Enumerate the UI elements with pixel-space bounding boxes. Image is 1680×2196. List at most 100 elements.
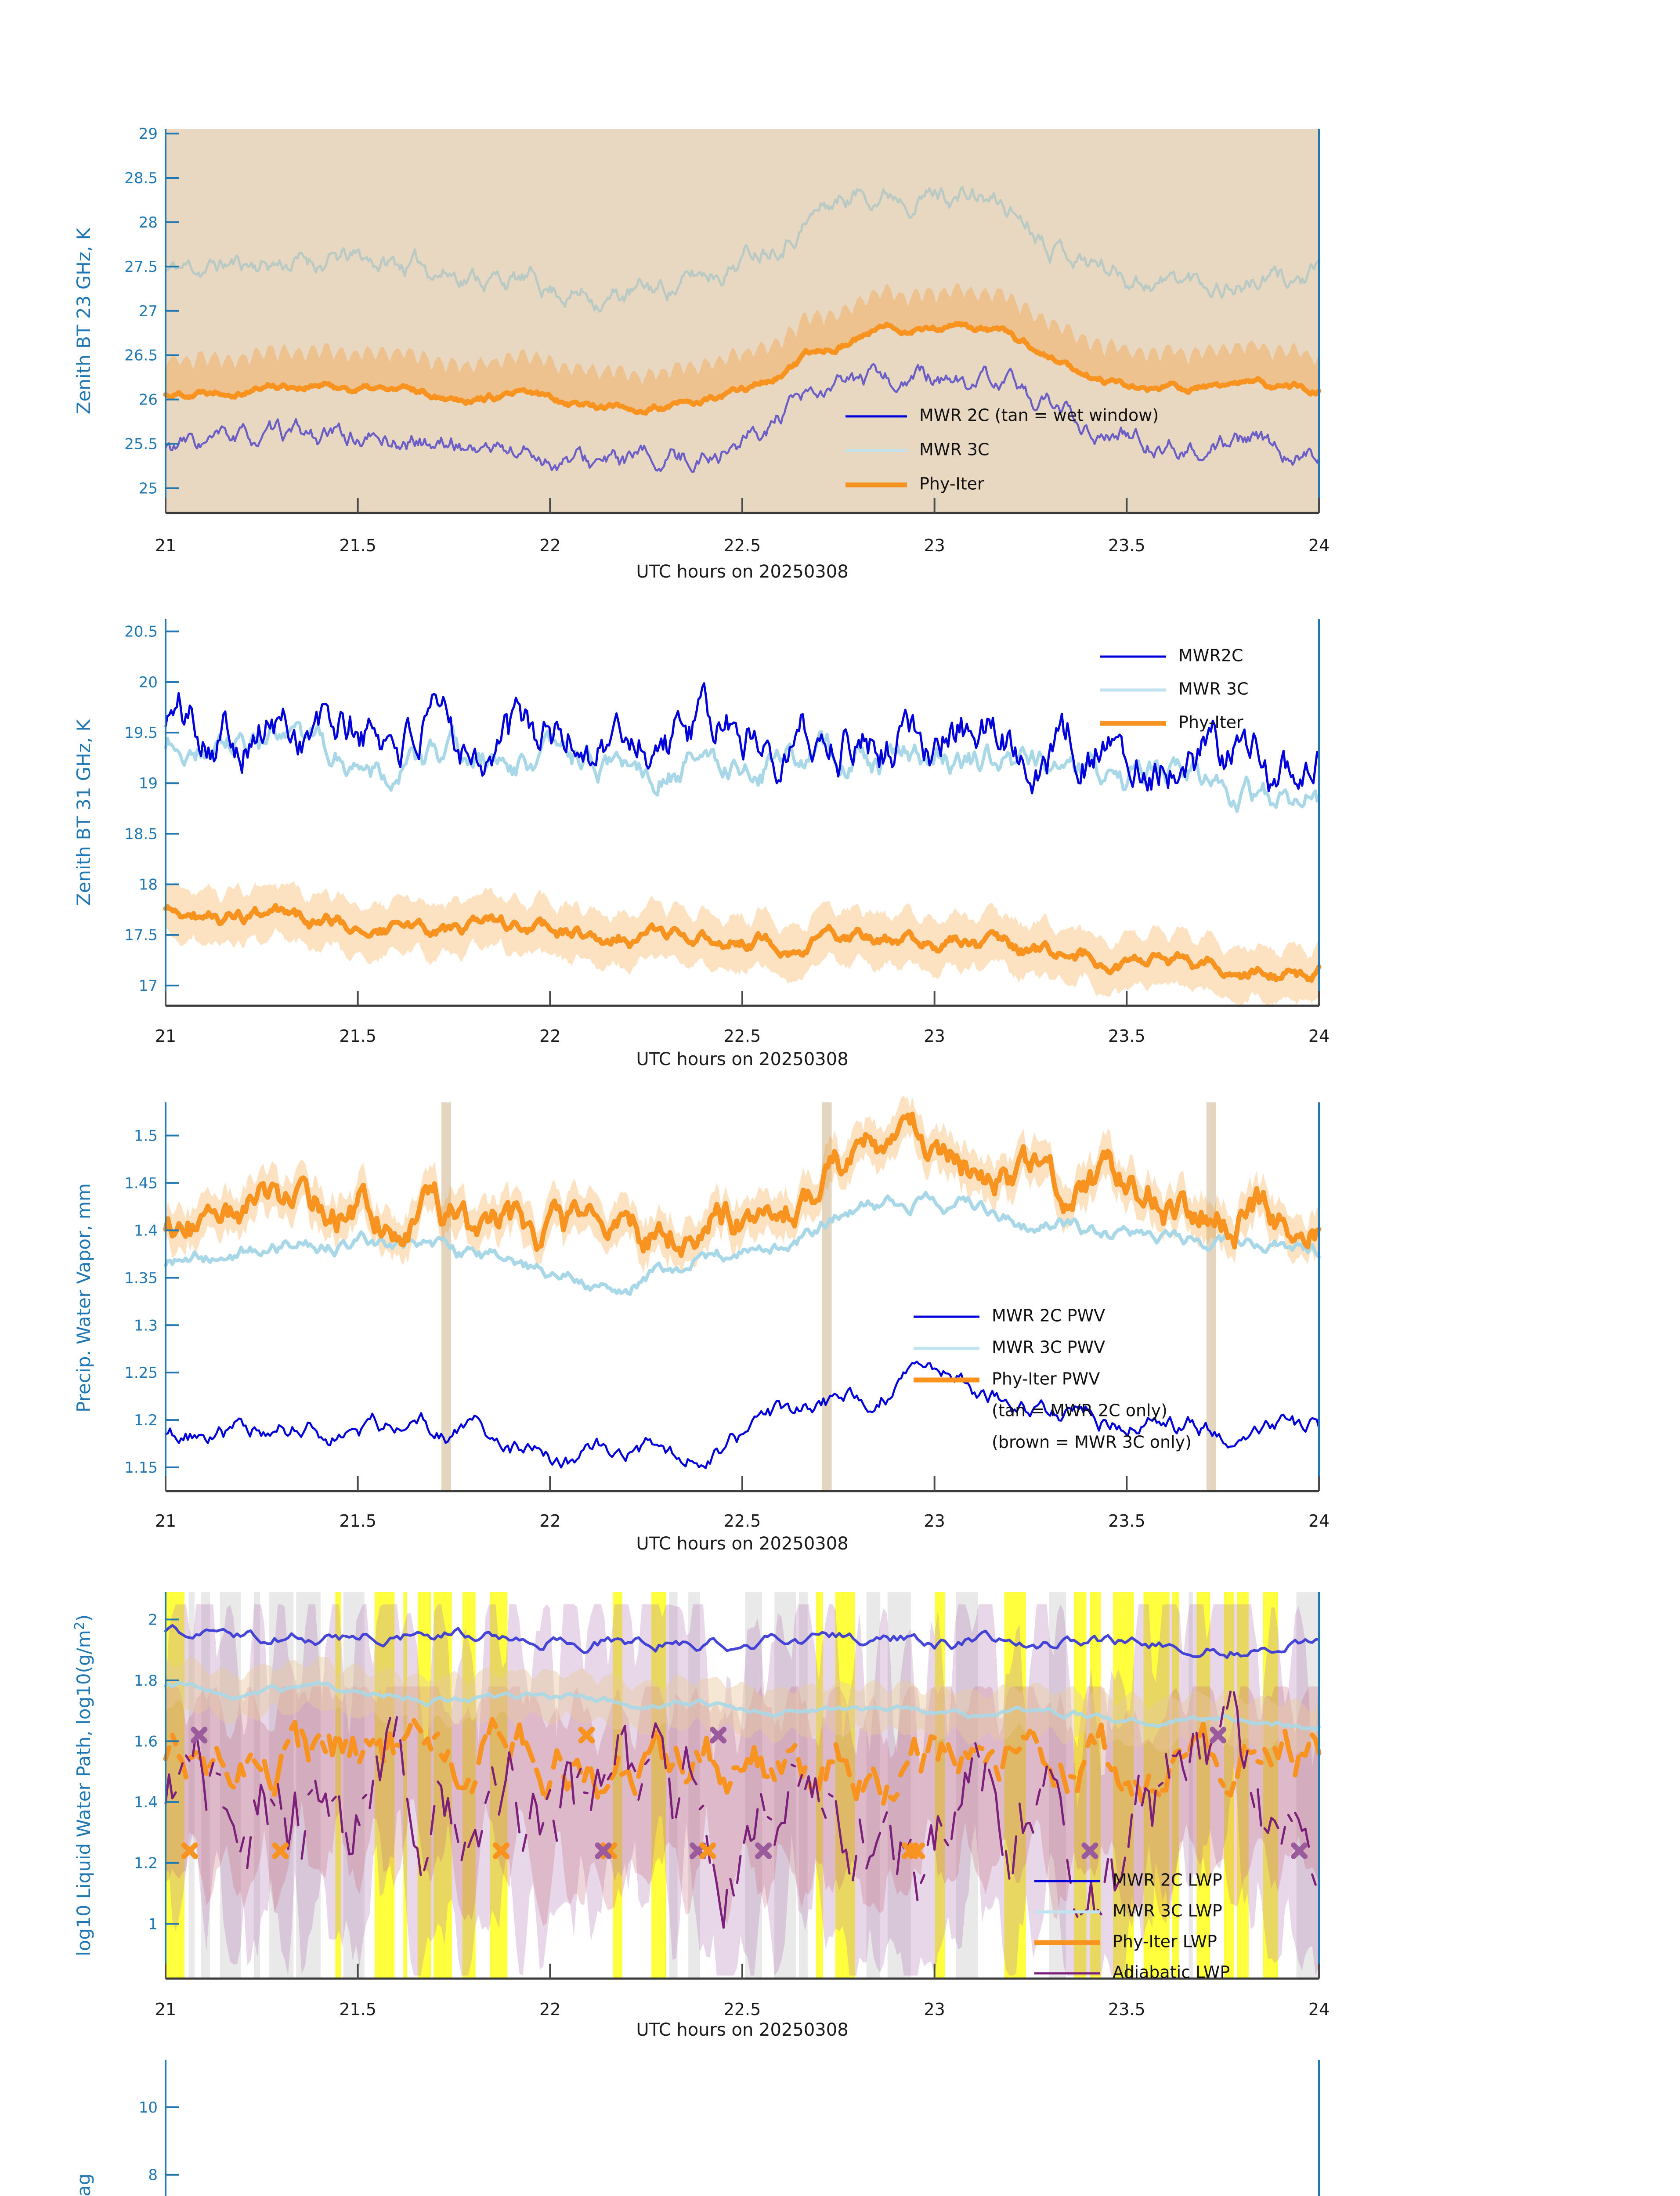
x-tick-label: 23.5 — [1108, 1511, 1145, 1531]
series-line — [1275, 1741, 1284, 1761]
series-line — [967, 1757, 973, 1784]
series-line — [1103, 1858, 1109, 1883]
series-line — [477, 1830, 483, 1848]
panel5-y-axis-label: MWR Phy Iter DQ Flag — [73, 2174, 94, 2196]
x-tick-label: 23.5 — [1108, 536, 1145, 555]
series-line — [677, 1759, 685, 1775]
uncertainty-band — [166, 1686, 1319, 1928]
panel3-series-group — [163, 1095, 1322, 1470]
panel5-bg — [0, 2047, 1680, 2196]
flagged-point-marker — [908, 1842, 925, 1859]
series-line — [538, 1822, 545, 1836]
series-line — [918, 1752, 927, 1774]
legend-label: Phy-Iter PWV — [992, 1369, 1100, 1389]
series-line — [537, 1777, 546, 1796]
series-line — [386, 1717, 391, 1732]
series-line — [357, 1749, 365, 1765]
series-line — [667, 1762, 675, 1773]
series-line — [675, 1797, 681, 1819]
series-line — [1226, 1690, 1232, 1710]
series-line — [1202, 1733, 1208, 1765]
series-line — [929, 1734, 937, 1741]
series-line — [1148, 1790, 1153, 1827]
y-tick-label: 17.5 — [124, 927, 158, 944]
series-line — [425, 1736, 434, 1752]
y-tick-label: 1.15 — [124, 1459, 158, 1477]
x-tick-label: 21 — [155, 536, 176, 555]
series-line — [1280, 1826, 1286, 1845]
series-line — [1000, 1746, 1008, 1770]
series-line — [1257, 1788, 1262, 1827]
series-line — [1078, 1759, 1087, 1773]
x-tick-label: 24 — [1308, 536, 1330, 555]
series-line — [1098, 1723, 1107, 1750]
y-tick-label: 20 — [139, 674, 158, 691]
series-line — [637, 1783, 643, 1801]
series-line — [367, 1738, 376, 1748]
series-line — [751, 1745, 760, 1768]
series-line — [852, 1855, 857, 1882]
series-line — [986, 1749, 995, 1757]
series-line — [228, 1782, 236, 1790]
series-line — [225, 1809, 231, 1820]
series-line — [614, 1734, 619, 1766]
series-line — [743, 1825, 749, 1844]
series-line — [889, 1824, 895, 1860]
series-line — [1088, 1733, 1097, 1745]
series-line — [1286, 1745, 1294, 1763]
series-line — [828, 1793, 834, 1798]
series-line — [1195, 1731, 1201, 1760]
series-line — [474, 1829, 480, 1848]
panel2-x-axis-label: UTC hours on 20250308 — [636, 1049, 848, 1069]
series-line — [209, 1762, 214, 1777]
series-line — [833, 1742, 842, 1762]
legend-label: Phy-Iter — [1178, 713, 1243, 732]
series-line — [202, 1775, 208, 1811]
series-line — [164, 1191, 1321, 1296]
series-line — [171, 1791, 177, 1799]
y-tick-label: 29 — [139, 125, 158, 143]
series-line — [837, 1756, 845, 1763]
series-line — [991, 1779, 997, 1795]
series-line — [462, 1777, 471, 1790]
flag-band — [774, 1592, 796, 1979]
series-line — [1178, 1750, 1184, 1770]
series-line — [338, 1795, 344, 1834]
series-line — [476, 1742, 484, 1766]
series-line — [607, 1772, 613, 1781]
series-line — [440, 1785, 446, 1817]
series-line — [229, 1818, 235, 1827]
series-line — [340, 1738, 349, 1755]
series-line — [790, 1763, 796, 1768]
legend-label: MWR 2C PWV — [992, 1306, 1105, 1326]
series-line — [164, 1360, 1320, 1470]
series-line — [163, 903, 1322, 983]
series-line — [762, 1773, 770, 1779]
series-line — [588, 1766, 597, 1787]
series-line — [1075, 1768, 1084, 1793]
series-line — [559, 1778, 565, 1809]
series-line — [789, 1743, 798, 1753]
series-line — [1029, 1822, 1034, 1834]
series-line — [704, 1735, 712, 1762]
series-line — [1164, 1752, 1171, 1779]
flag-band — [651, 1592, 666, 1979]
flag-band — [1004, 1592, 1026, 1979]
series-line — [432, 1731, 441, 1740]
series-line — [282, 1739, 291, 1751]
x-tick-label: 21 — [155, 1026, 176, 1046]
series-line — [290, 1791, 296, 1828]
y-tick-label: 1.35 — [124, 1269, 158, 1287]
flagged-point-marker — [181, 1842, 198, 1859]
series-line — [933, 1815, 939, 1851]
series-line — [170, 1733, 178, 1747]
series-line — [949, 1752, 957, 1766]
legend-label: Adiabatic LWP — [1113, 1963, 1230, 1982]
panel2-plot: 17 17.5 18 18.5 19 19.5 20 20.5 21 21.5 22 22.5 23 23… — [124, 619, 1330, 1046]
series-line — [528, 1792, 535, 1820]
series-line — [629, 1781, 638, 1796]
panel3-tan-windows — [441, 1102, 1216, 1491]
y-tick-label: 19 — [139, 775, 158, 792]
x-tick-label: 21 — [155, 2000, 176, 2019]
